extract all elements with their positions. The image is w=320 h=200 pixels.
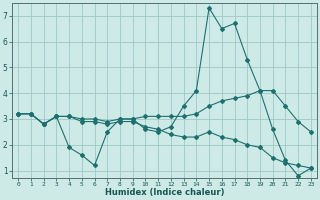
X-axis label: Humidex (Indice chaleur): Humidex (Indice chaleur) bbox=[105, 188, 224, 197]
